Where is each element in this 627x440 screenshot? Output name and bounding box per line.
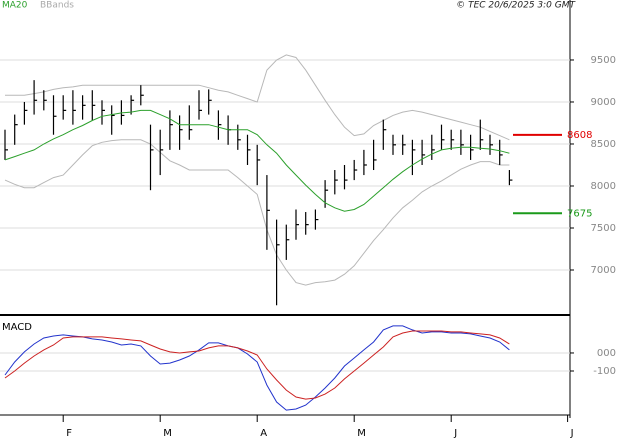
- y-tick-label: 8000: [591, 181, 616, 192]
- y-tick-label: 7000: [591, 265, 616, 276]
- y-tick-label: 8500: [591, 139, 616, 150]
- y-tick-label: 7500: [591, 223, 616, 234]
- credit: © TEC 20/6/2025 3:0 GMT: [456, 1, 576, 11]
- y-tick-label: 9500: [591, 55, 616, 66]
- bband-upper: [5, 54, 510, 141]
- level-label: 8608: [567, 130, 592, 141]
- x-tick-label: J: [570, 428, 574, 439]
- legend-bbands: BBands: [40, 1, 74, 11]
- macd-line: [4, 330, 510, 400]
- x-tick-label: A: [260, 428, 267, 439]
- x-tick-label: M: [357, 428, 366, 439]
- x-tick-label: F: [66, 428, 72, 439]
- y-tick-label: 000: [597, 348, 616, 359]
- legend-ma20: MA20: [2, 1, 28, 11]
- macd-line: [4, 325, 510, 411]
- y-tick-label: -100: [593, 366, 616, 377]
- level-label: 7675: [567, 208, 592, 219]
- bband-lower: [4, 139, 510, 286]
- ma20-line: [4, 109, 510, 212]
- macd-title: MACD: [2, 322, 32, 333]
- x-tick-label: M: [163, 428, 172, 439]
- y-tick-label: 9000: [591, 97, 616, 108]
- x-tick-label: J: [453, 428, 457, 439]
